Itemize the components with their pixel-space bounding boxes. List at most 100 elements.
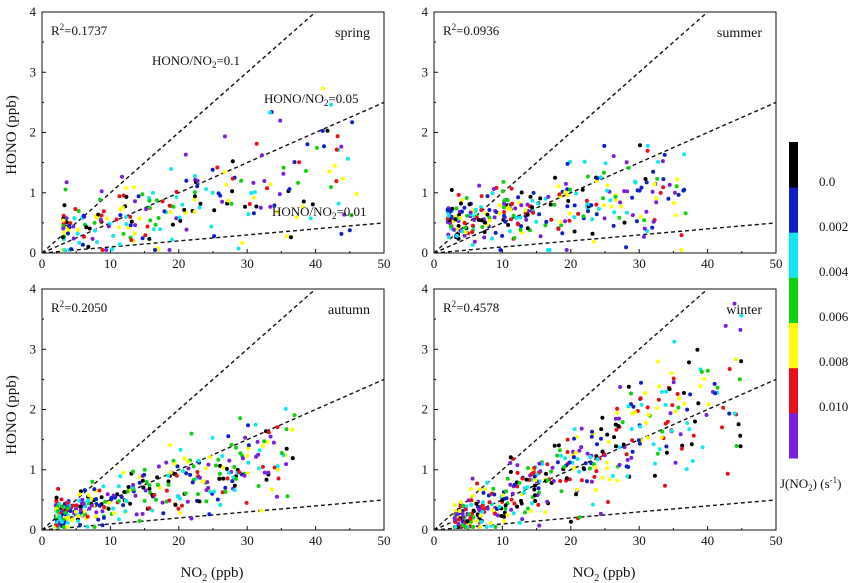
data-point bbox=[552, 202, 557, 207]
data-point bbox=[629, 391, 633, 396]
data-point bbox=[65, 500, 70, 505]
data-point bbox=[611, 154, 616, 159]
data-point bbox=[622, 220, 627, 225]
data-point bbox=[260, 464, 265, 469]
data-point bbox=[515, 504, 520, 509]
data-point bbox=[210, 167, 215, 172]
x-axis-label-left: NO2 (ppb) bbox=[181, 565, 244, 583]
data-point bbox=[613, 194, 618, 199]
data-point bbox=[93, 497, 98, 502]
data-point bbox=[469, 498, 474, 503]
data-point bbox=[290, 456, 295, 461]
data-point bbox=[508, 469, 513, 474]
data-point bbox=[690, 459, 695, 463]
data-point bbox=[695, 347, 700, 352]
data-point bbox=[462, 205, 467, 210]
data-point bbox=[654, 200, 659, 205]
r2-label: R2=0.1737 bbox=[51, 22, 108, 38]
data-point bbox=[180, 503, 184, 508]
data-point bbox=[675, 392, 680, 396]
ratio-label-0.05: HONO/NO2=0.05 bbox=[264, 91, 359, 108]
data-point bbox=[184, 227, 189, 232]
data-point bbox=[480, 509, 485, 514]
data-point bbox=[602, 143, 607, 148]
data-point bbox=[125, 489, 130, 494]
data-point bbox=[687, 360, 691, 365]
data-point bbox=[532, 487, 537, 492]
data-point bbox=[463, 225, 467, 230]
data-point bbox=[161, 511, 166, 516]
data-point bbox=[557, 192, 562, 197]
data-point bbox=[603, 161, 608, 166]
data-point bbox=[105, 492, 110, 497]
colorbar-tick-label: 0.006 bbox=[819, 309, 849, 324]
data-point bbox=[499, 513, 504, 518]
data-point bbox=[137, 216, 142, 221]
data-point bbox=[183, 152, 188, 157]
data-point bbox=[528, 194, 533, 199]
data-point bbox=[572, 436, 577, 441]
data-point bbox=[69, 247, 74, 252]
data-point bbox=[511, 213, 516, 218]
x-tick-label: 20 bbox=[564, 256, 577, 271]
data-point bbox=[81, 213, 86, 218]
data-point bbox=[475, 518, 480, 523]
data-point bbox=[203, 466, 208, 471]
data-point bbox=[607, 477, 612, 482]
colorbar: 0.0 0.002 0.004 0.006 0.008 0.010 bbox=[789, 142, 849, 459]
data-point bbox=[178, 218, 183, 223]
data-point bbox=[448, 209, 453, 214]
data-point bbox=[727, 411, 732, 416]
data-point bbox=[144, 207, 149, 212]
data-point bbox=[712, 381, 717, 386]
data-point bbox=[131, 483, 136, 487]
data-point bbox=[195, 184, 200, 189]
data-point bbox=[505, 476, 510, 481]
data-point bbox=[579, 445, 584, 450]
data-point bbox=[243, 435, 248, 440]
data-point bbox=[94, 502, 99, 506]
data-point bbox=[492, 492, 497, 497]
data-point bbox=[643, 177, 648, 181]
data-point bbox=[111, 511, 116, 516]
data-point bbox=[590, 231, 595, 236]
data-point bbox=[133, 199, 137, 204]
data-point bbox=[689, 442, 694, 447]
data-point bbox=[251, 195, 256, 200]
y-tick-label: 4 bbox=[422, 281, 429, 296]
data-point bbox=[164, 488, 169, 493]
data-point bbox=[503, 503, 508, 508]
data-point bbox=[682, 152, 687, 157]
data-point bbox=[491, 187, 496, 191]
data-point bbox=[458, 215, 463, 220]
data-point bbox=[475, 481, 480, 486]
data-point bbox=[189, 516, 194, 521]
data-point bbox=[595, 457, 600, 462]
data-point bbox=[101, 484, 106, 489]
data-point bbox=[168, 470, 173, 475]
data-point bbox=[524, 477, 529, 482]
data-point bbox=[254, 204, 259, 209]
data-point bbox=[474, 501, 479, 506]
data-point bbox=[255, 439, 260, 444]
data-point bbox=[543, 223, 548, 228]
data-point bbox=[500, 233, 505, 238]
data-point bbox=[186, 459, 190, 464]
data-point bbox=[738, 433, 743, 438]
data-point bbox=[123, 509, 128, 514]
data-point bbox=[336, 201, 341, 206]
data-point bbox=[111, 233, 116, 238]
data-point bbox=[606, 500, 610, 504]
data-point bbox=[57, 513, 62, 518]
data-point bbox=[595, 442, 599, 447]
data-point bbox=[626, 465, 631, 469]
data-point bbox=[549, 469, 554, 474]
data-point bbox=[594, 487, 599, 492]
y-tick-label: 2 bbox=[422, 402, 429, 417]
data-point bbox=[97, 488, 102, 493]
data-point bbox=[75, 231, 80, 236]
y-tick-label: 1 bbox=[30, 185, 37, 200]
data-point bbox=[134, 512, 139, 517]
data-point bbox=[563, 219, 567, 224]
data-point bbox=[676, 192, 681, 197]
